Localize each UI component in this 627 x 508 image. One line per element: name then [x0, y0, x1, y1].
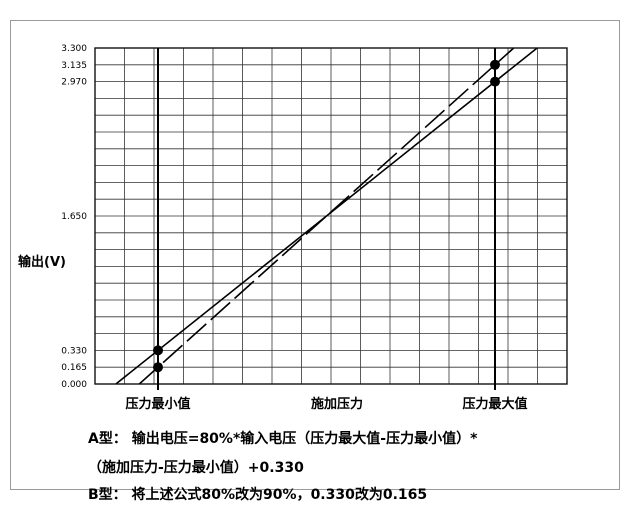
y-tick-label: 3.300	[61, 44, 87, 54]
y-tick-label: 3.135	[61, 61, 87, 71]
a-type-formula-line1: A型： 输出电压=80%*输入电压（压力最大值-压力最小值）*	[88, 431, 478, 447]
y-axis-label: 输出(V)	[18, 254, 66, 270]
y-tick-label: 0.165	[61, 363, 87, 373]
axes	[94, 47, 568, 390]
grid	[94, 47, 568, 385]
tick-labels: 0.000 0.165 0.330 1.650 2.970 3.135 3.300 压力最小值…	[18, 44, 528, 412]
y-tick-label: 2.970	[61, 78, 87, 88]
a-type-formula-line2: （施加压力-压力最小值）+0.330	[88, 460, 304, 476]
series-line-2	[138, 47, 515, 385]
x-tick-label: 压力最小值	[125, 396, 190, 412]
x-tick-label: 施加压力	[311, 396, 363, 412]
y-tick-label: 1.650	[61, 212, 87, 222]
series-lines	[115, 47, 538, 385]
chart-frame	[10, 20, 620, 490]
series-line-1	[115, 47, 538, 385]
b-type-formula: B型： 将上述公式80%改为90%，0.330改为0.165	[88, 487, 428, 503]
y-tick-label: 0.000	[61, 380, 87, 390]
x-tick-label: 压力最大值	[462, 396, 527, 412]
plot-border	[94, 47, 568, 385]
y-tick-label: 0.330	[61, 346, 87, 356]
